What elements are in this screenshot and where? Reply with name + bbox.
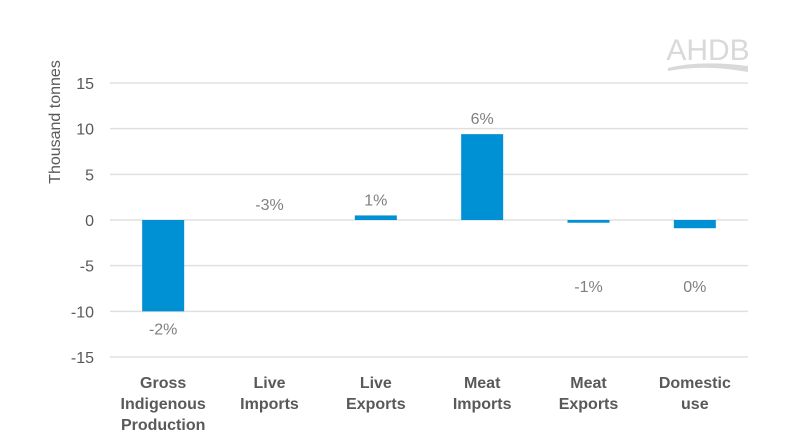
x-tick-label-line: Live <box>253 375 285 392</box>
bar <box>567 220 610 223</box>
logo-text: AHDB <box>666 34 749 67</box>
x-tick-label: Meat Exports <box>559 375 619 413</box>
data-label: 0% <box>683 279 706 296</box>
x-tick-label-line: Meat <box>464 375 501 392</box>
y-tick-label: -5 <box>80 259 94 276</box>
x-tick-label-line: Imports <box>240 396 299 413</box>
x-tick-label-line: use <box>681 396 709 413</box>
x-tick-label-line: Domestic <box>659 375 731 392</box>
data-label: -2% <box>149 321 177 338</box>
data-label: -3% <box>255 197 283 214</box>
y-axis-ticks: 15 10 5 0 -5 -10 -15 <box>71 76 94 367</box>
bars <box>142 134 716 312</box>
x-tick-label-line: Exports <box>346 396 406 413</box>
bar <box>354 215 397 220</box>
bar <box>461 134 504 220</box>
bar <box>673 220 716 229</box>
x-tick-label: Live Imports <box>240 375 299 413</box>
y-tick-label: -15 <box>71 350 94 367</box>
x-tick-label-line: Meat <box>570 375 607 392</box>
x-tick-label-line: Gross <box>140 375 186 392</box>
x-tick-label: Gross Indigenous Production <box>121 375 206 434</box>
x-tick-label-line: Exports <box>559 396 619 413</box>
x-tick-label-line: Live <box>360 375 392 392</box>
data-labels: -2% -3% 1% 6% -1% 0% <box>149 111 706 338</box>
gridlines <box>110 82 748 358</box>
x-tick-label-line: Production <box>121 417 205 434</box>
data-label: 6% <box>471 111 494 128</box>
bar <box>142 220 185 312</box>
y-tick-label: -10 <box>71 304 94 321</box>
logo-swoosh <box>668 63 748 72</box>
x-tick-label-line: Indigenous <box>121 396 206 413</box>
x-tick-label-line: Imports <box>453 396 512 413</box>
y-axis-label: Thousand tonnes <box>47 60 64 184</box>
ahdb-logo: AHDB <box>666 34 750 72</box>
data-label: -1% <box>574 279 602 296</box>
data-label: 1% <box>364 192 387 209</box>
x-tick-label: Domestic use <box>659 375 731 413</box>
y-tick-label: 0 <box>85 213 94 230</box>
y-tick-label: 10 <box>76 122 94 139</box>
y-tick-label: 15 <box>76 76 94 93</box>
x-tick-label: Meat Imports <box>453 375 512 413</box>
x-tick-label: Live Exports <box>346 375 406 413</box>
y-tick-label: 5 <box>85 167 94 184</box>
